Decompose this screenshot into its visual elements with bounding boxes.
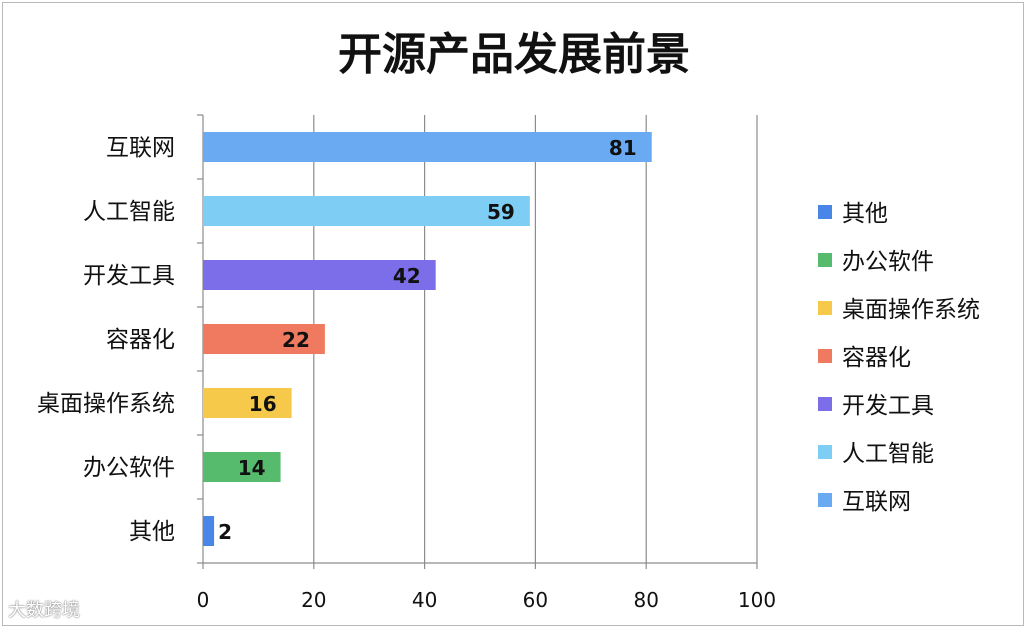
x-tick-label: 80	[633, 588, 658, 612]
category-label: 办公软件	[83, 455, 175, 481]
watermark: 大数跨境	[8, 600, 80, 621]
legend-label: 人工智能	[842, 441, 934, 467]
category-label: 其他	[129, 519, 175, 545]
x-tick-label: 100	[738, 588, 776, 612]
legend-label: 互联网	[842, 489, 911, 515]
bar	[203, 452, 281, 482]
x-tick-label: 40	[412, 588, 437, 612]
x-tick-label: 60	[523, 588, 548, 612]
legend-label: 桌面操作系统	[842, 297, 980, 323]
bar	[203, 324, 325, 354]
category-label: 互联网	[106, 135, 175, 161]
category-label: 人工智能	[83, 199, 175, 225]
data-label: 59	[487, 200, 515, 224]
bar	[203, 132, 652, 162]
legend-swatch	[818, 253, 832, 267]
bar	[203, 196, 530, 226]
legend-label: 其他	[842, 201, 888, 227]
bar	[203, 516, 215, 546]
data-label: 2	[218, 520, 232, 544]
x-tick-label: 20	[301, 588, 326, 612]
category-label: 桌面操作系统	[37, 391, 175, 417]
chart-title: 开源产品发展前景	[338, 29, 690, 80]
data-label: 81	[609, 136, 637, 160]
legend-label: 办公软件	[842, 249, 934, 275]
data-label: 14	[238, 456, 266, 480]
legend-swatch	[818, 349, 832, 363]
legend-swatch	[818, 397, 832, 411]
legend-label: 开发工具	[842, 393, 934, 419]
legend-swatch	[818, 445, 832, 459]
legend-swatch	[818, 205, 832, 219]
bar	[203, 260, 436, 290]
data-label: 16	[249, 392, 277, 416]
data-label: 42	[393, 264, 421, 288]
data-label: 22	[282, 328, 310, 352]
legend-swatch	[818, 301, 832, 315]
x-tick-label: 0	[197, 588, 210, 612]
legend-swatch	[818, 493, 832, 507]
category-label: 容器化	[106, 327, 175, 353]
bar	[203, 388, 292, 418]
legend-label: 容器化	[842, 345, 911, 371]
category-label: 开发工具	[83, 263, 175, 289]
